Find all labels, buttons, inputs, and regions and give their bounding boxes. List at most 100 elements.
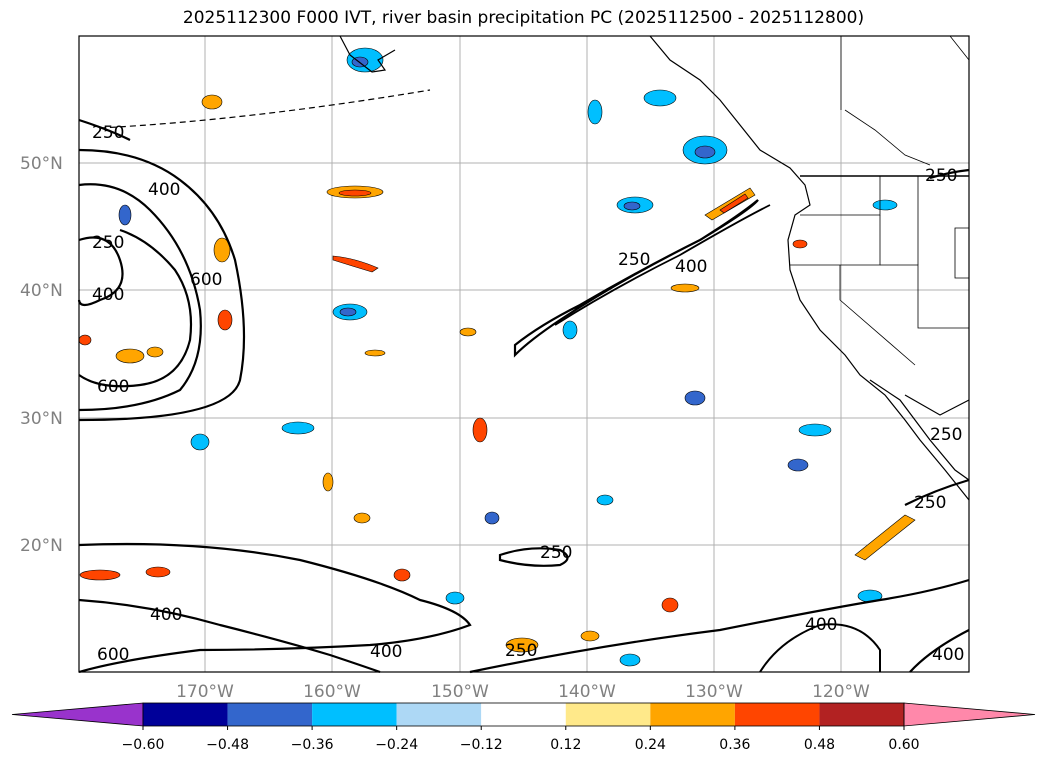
precip-patch bbox=[854, 514, 916, 561]
precip-patch bbox=[792, 239, 808, 249]
precip-patch bbox=[670, 283, 700, 293]
map-title: 2025112300 F000 IVT, river basin precipi… bbox=[182, 8, 865, 28]
precip-patch bbox=[281, 421, 315, 435]
precip-shading bbox=[78, 47, 916, 667]
precip-patch bbox=[619, 653, 641, 667]
longitude-labels: 170°W 160°W 150°W 140°W 130°W 120°W bbox=[176, 682, 870, 702]
contour-label-250: 250 bbox=[540, 543, 572, 563]
ivt-contour-600 bbox=[78, 228, 193, 388]
precip-patch bbox=[684, 390, 706, 406]
lat-label-50n: 50°N bbox=[20, 154, 63, 174]
province-border bbox=[844, 109, 931, 166]
colorbar-tick-label: 0.24 bbox=[635, 737, 666, 753]
lon-label-160w: 160°W bbox=[303, 682, 361, 702]
precip-patch bbox=[217, 309, 233, 331]
precip-patch bbox=[505, 637, 539, 653]
colorbar-tick-label: −0.24 bbox=[375, 737, 418, 753]
colorbar-segment bbox=[143, 703, 228, 726]
ivt-contour-400-southeast bbox=[759, 623, 881, 673]
contour-label-250: 250 bbox=[930, 425, 962, 445]
contour-label-250: 250 bbox=[92, 123, 124, 143]
precip-patch bbox=[643, 89, 677, 107]
precip-patch bbox=[190, 433, 210, 451]
lon-label-120w: 120°W bbox=[812, 682, 870, 702]
colorbar-extend-high bbox=[903, 702, 1036, 727]
colorbar-tick-label: 0.12 bbox=[550, 737, 581, 753]
precip-patch bbox=[201, 94, 223, 110]
ivt-contour-400-south bbox=[78, 598, 381, 674]
precip-patch bbox=[118, 204, 132, 226]
ivt-contour-250-southeast bbox=[469, 578, 970, 674]
colorbar-tick-label: −0.36 bbox=[291, 737, 334, 753]
ivt-contour-400 bbox=[78, 183, 202, 412]
precip-patch bbox=[332, 255, 379, 273]
contour-label-250: 250 bbox=[914, 493, 946, 513]
ivt-contour-250-canada bbox=[929, 168, 970, 180]
colorbar-tick-label: 0.48 bbox=[804, 737, 835, 753]
precip-patch bbox=[661, 597, 679, 613]
colorbar-segment bbox=[565, 703, 651, 726]
precip-patch bbox=[145, 566, 171, 578]
contour-label-600: 600 bbox=[97, 645, 129, 665]
precip-patch bbox=[719, 193, 749, 214]
ivt-contour-250-south bbox=[78, 542, 472, 674]
colorbar-segment bbox=[481, 703, 566, 726]
ivt-contour-250 bbox=[78, 118, 131, 141]
precip-patch bbox=[580, 630, 600, 642]
contour-label-250: 250 bbox=[618, 250, 650, 270]
colorbar-tick-label: −0.60 bbox=[122, 737, 165, 753]
colorbar-segment bbox=[227, 703, 313, 726]
gulf-coastline bbox=[904, 394, 970, 416]
precip-patch bbox=[596, 494, 614, 506]
precip-patch bbox=[79, 569, 121, 581]
north-america-coastline bbox=[649, 35, 970, 501]
ivt-contour-400-ar bbox=[554, 204, 771, 326]
precip-patch bbox=[623, 201, 641, 211]
lon-label-150w: 150°W bbox=[431, 682, 489, 702]
lon-label-130w: 130°W bbox=[685, 682, 743, 702]
colorbar-tick-label: −0.12 bbox=[460, 737, 503, 753]
ivt-contour-400 bbox=[77, 236, 124, 307]
lat-label-20n: 20°N bbox=[20, 536, 63, 556]
precip-patch bbox=[798, 423, 832, 437]
colorbar-segment bbox=[312, 703, 397, 726]
contour-label-250: 250 bbox=[92, 233, 124, 253]
precip-patch bbox=[146, 346, 164, 358]
contour-labels: 250 250 400 400 600 600 250 400 250 250 … bbox=[92, 123, 964, 665]
precip-patch bbox=[339, 307, 357, 317]
contour-label-250: 250 bbox=[925, 166, 957, 186]
lon-label-170w: 170°W bbox=[176, 682, 234, 702]
map-area bbox=[79, 36, 969, 672]
precip-patch bbox=[338, 189, 372, 197]
colorbar-segment bbox=[396, 703, 482, 726]
map-frame bbox=[78, 35, 970, 673]
alaska-coastline bbox=[339, 35, 396, 73]
contour-label-400: 400 bbox=[150, 605, 182, 625]
colorbar-tick-label: 0.36 bbox=[719, 737, 750, 753]
ivt-contour-250-mexico bbox=[904, 478, 970, 506]
precip-patch bbox=[484, 511, 500, 525]
contour-label-400: 400 bbox=[148, 180, 180, 200]
contour-label-400: 400 bbox=[932, 645, 964, 665]
contour-label-250: 250 bbox=[505, 641, 537, 661]
baja-coastline bbox=[869, 379, 970, 481]
ivt-contours bbox=[77, 118, 970, 674]
precip-patch bbox=[353, 512, 371, 524]
aleutian-islands bbox=[99, 89, 431, 129]
precip-patch bbox=[393, 568, 411, 582]
province-border bbox=[949, 35, 970, 61]
precip-patch bbox=[78, 334, 92, 346]
ivt-contour-250 bbox=[78, 148, 246, 422]
precip-patch bbox=[872, 199, 898, 211]
precip-patch bbox=[459, 327, 477, 337]
ivt-contour-400-southeast bbox=[909, 629, 970, 673]
contour-label-600: 600 bbox=[97, 377, 129, 397]
lat-label-40n: 40°N bbox=[20, 281, 63, 301]
contour-label-400: 400 bbox=[805, 615, 837, 635]
precip-patch bbox=[472, 417, 488, 443]
precip-patch bbox=[587, 99, 603, 125]
colorbar-outline bbox=[142, 702, 905, 727]
precip-patch bbox=[562, 320, 578, 340]
lon-label-140w: 140°W bbox=[558, 682, 616, 702]
